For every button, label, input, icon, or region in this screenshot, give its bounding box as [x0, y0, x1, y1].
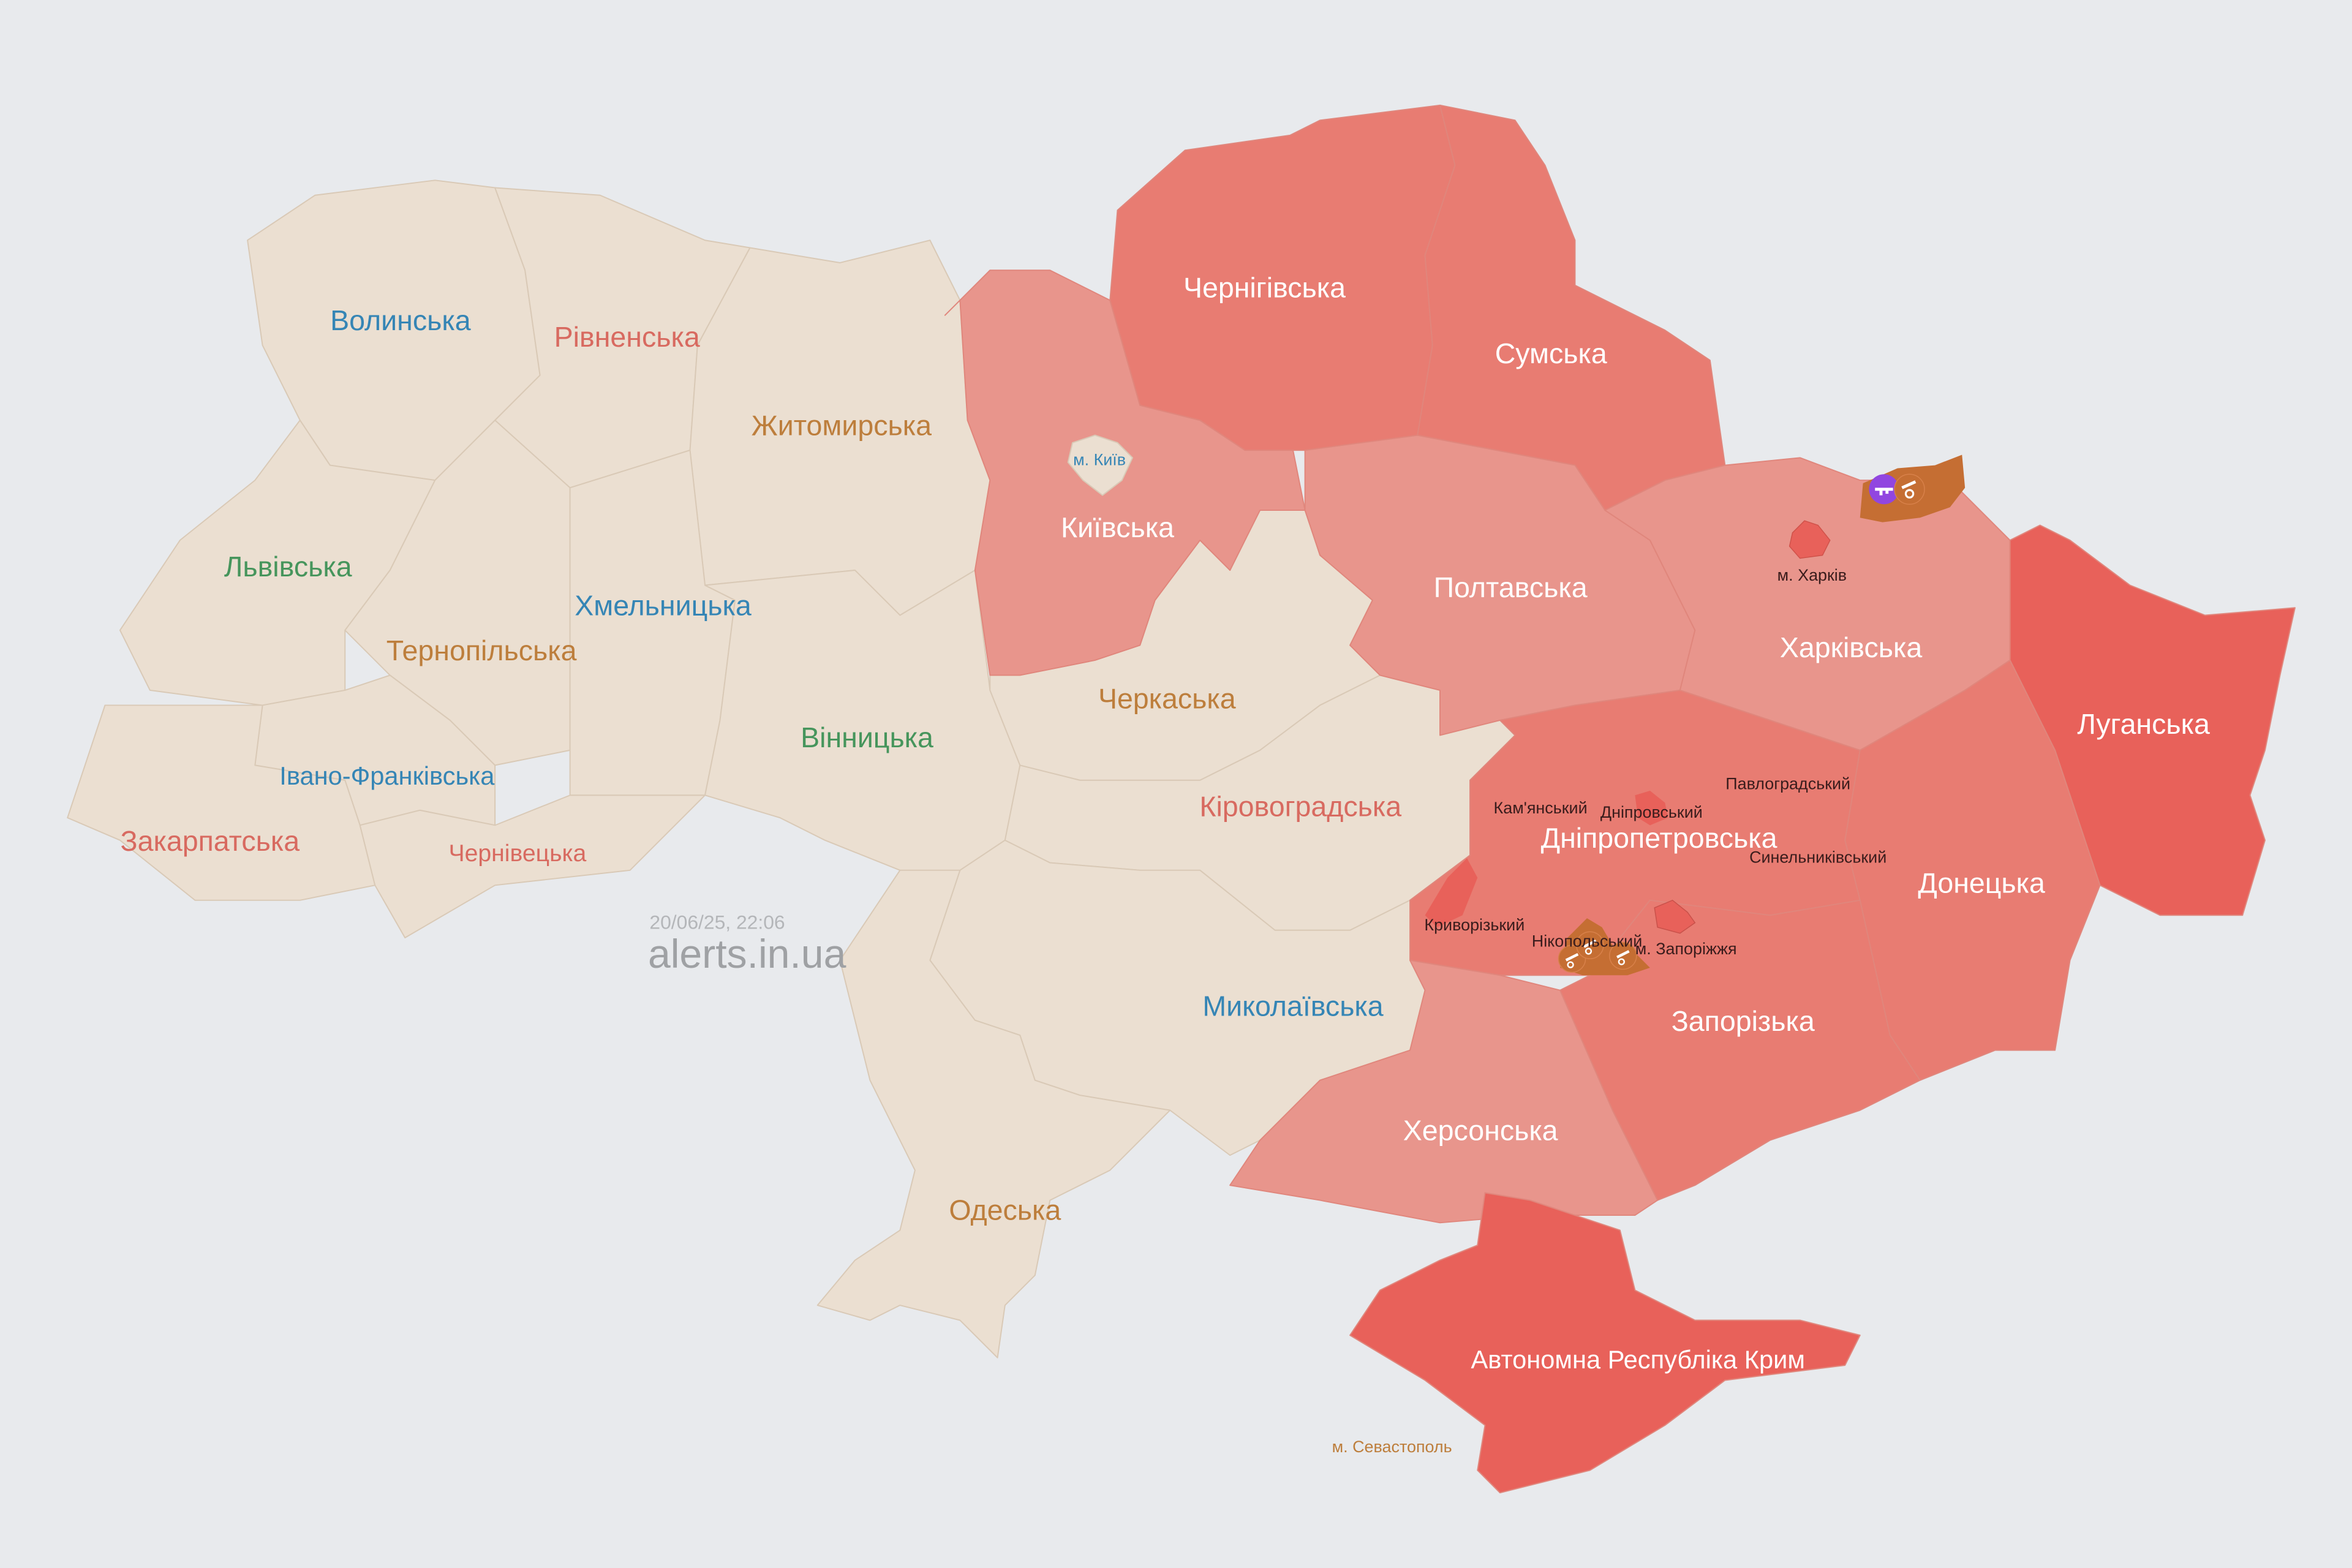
- brand-watermark[interactable]: alerts.in.ua: [648, 932, 846, 977]
- label-volyn: Волинська: [330, 304, 471, 336]
- label-chernihiv: Чернігівська: [1183, 271, 1346, 303]
- region-zaporizhzhia-city[interactable]: [1654, 899, 1696, 934]
- label-vinnytsia: Вінницька: [801, 722, 933, 753]
- label-crimea: Автономна Республіка Крим: [1471, 1345, 1806, 1374]
- label-kamianskyi: Кам'янський: [1494, 799, 1588, 817]
- threat-icons-nikopol: [1558, 931, 1637, 973]
- region-odesa[interactable]: [816, 869, 1171, 1359]
- label-ivano-frankivsk: Івано-Франківська: [279, 761, 495, 790]
- label-zhytomyr: Житомирська: [752, 410, 932, 442]
- region-dnipro-city[interactable]: [1635, 791, 1668, 826]
- label-dniprovskyi: Дніпровський: [1600, 803, 1703, 821]
- label-nikopolskyi: Нікопольський: [1532, 932, 1643, 951]
- region-chernivtsi[interactable]: [359, 794, 706, 938]
- label-kyiv-city: м. Київ: [1073, 451, 1126, 469]
- region-kharkiv-city[interactable]: [1789, 520, 1831, 559]
- label-donetsk: Донецька: [1918, 867, 2045, 899]
- label-poltava: Полтавська: [1434, 571, 1588, 603]
- label-lviv: Львівська: [224, 551, 352, 582]
- threat-icons-kharkiv: [1869, 473, 1925, 505]
- region-zakarpattia[interactable]: [67, 704, 376, 901]
- region-crimea[interactable]: [1349, 1192, 1861, 1494]
- region-kherson[interactable]: [1229, 959, 1659, 1224]
- label-luhansk: Луганська: [2077, 708, 2210, 740]
- label-zakarpattia: Закарпатська: [121, 825, 300, 857]
- label-sevastopol: м. Севастополь: [1332, 1438, 1452, 1456]
- label-mykolaiv: Миколаївська: [1202, 990, 1383, 1022]
- label-zaporizhzhia-city: м. Запоріжжя: [1635, 940, 1737, 958]
- label-kyiv: Київська: [1061, 511, 1174, 543]
- timestamp: 20/06/25, 22:06: [649, 911, 785, 933]
- label-chernivtsi: Чернівецька: [448, 840, 586, 867]
- label-ternopil: Тернопільська: [386, 635, 577, 666]
- label-sumy: Сумська: [1495, 337, 1607, 369]
- region-kryvyi-rih[interactable]: [1425, 858, 1478, 927]
- label-khmelnytskyi: Хмельницька: [575, 589, 752, 621]
- label-zaporizhzhia: Запорізька: [1672, 1005, 1815, 1037]
- label-synelnykivskyi: Синельниківський: [1749, 848, 1887, 867]
- label-kherson: Херсонська: [1403, 1115, 1558, 1147]
- label-kirovohrad: Кіровоградська: [1199, 791, 1401, 823]
- label-kryvorizkyi: Криворізький: [1424, 916, 1525, 934]
- label-kharkiv-city: м. Харків: [1777, 566, 1847, 584]
- label-rivne: Рівненська: [554, 321, 700, 353]
- label-kharkiv: Харківська: [1780, 631, 1923, 663]
- region-kyiv-city[interactable]: [1067, 434, 1133, 496]
- label-dnipro: Дніпропетровська: [1541, 822, 1777, 854]
- label-cherkasy: Черкаська: [1098, 682, 1236, 714]
- label-odesa: Одеська: [949, 1194, 1061, 1226]
- label-pavlohradskyi: Павлоградський: [1725, 775, 1850, 793]
